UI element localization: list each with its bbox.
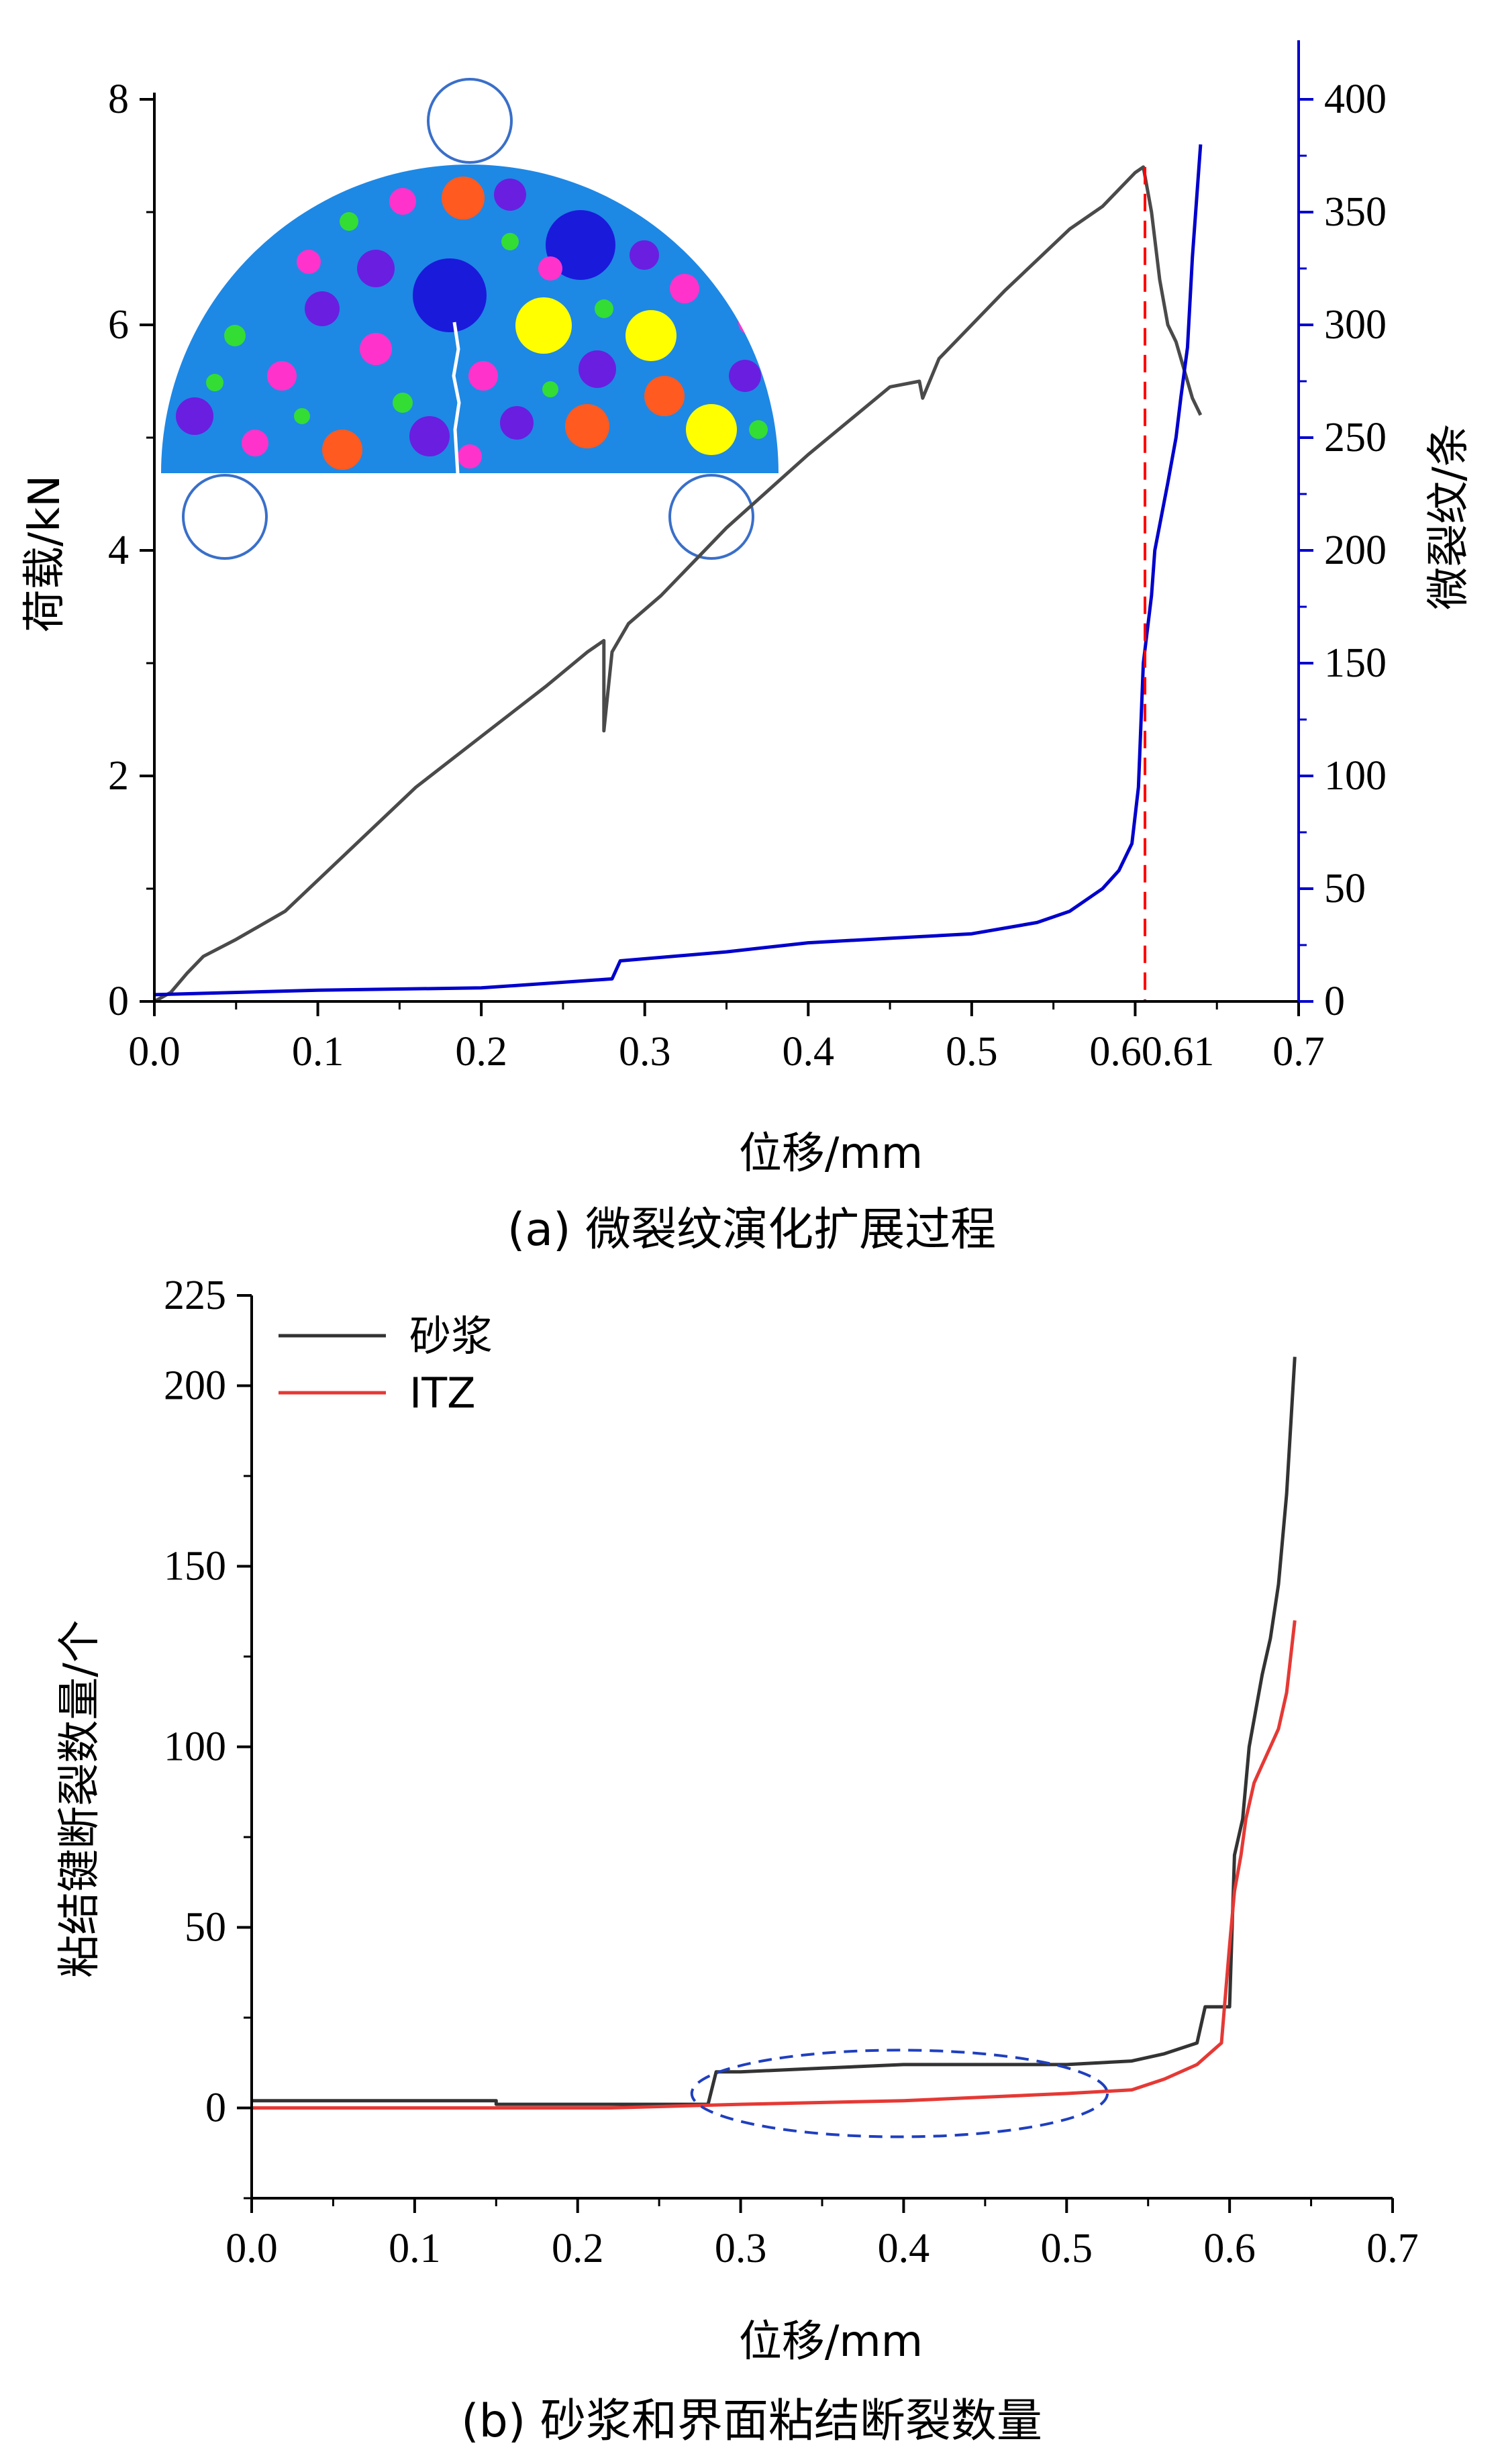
chart-a-x-tick-label: 0.2 — [455, 1029, 507, 1075]
chart-b-x-tick-label: 0.0 — [225, 2226, 278, 2271]
chart-b-caption: (b) 砂浆和界面粘结断裂数量 — [461, 2395, 1042, 2448]
chart-a-y-tick-label: 6 — [108, 302, 129, 348]
chart-b: 0.0 0.1 0.2 0.3 0.4 0.5 0.6 0.7050100150200225 … — [55, 1273, 1419, 2448]
highlight-ellipse — [690, 2049, 1109, 2138]
specimen-inset — [161, 78, 779, 560]
chart-a-y2-tick-label: 100 — [1324, 753, 1387, 799]
chart-a-x-tick-label: 0.60.61 — [1089, 1029, 1214, 1075]
chart-a-x-tick-label: 0.5 — [946, 1029, 998, 1075]
itz-curve — [252, 1620, 1297, 2110]
chart-b-y-tick-label: 0 — [205, 2085, 226, 2131]
chart-a-y2-tick-label: 400 — [1324, 77, 1387, 122]
chart-b-y-tick-label: 100 — [164, 1724, 226, 1770]
legend-label-mortar: 砂浆 — [409, 1312, 493, 1361]
chart-b-x-tick-label: 0.6 — [1203, 2226, 1256, 2271]
load-curve — [153, 165, 1203, 1003]
chart-b-x-tick-label: 0.1 — [389, 2226, 441, 2271]
mortar-curve — [252, 1357, 1297, 2106]
chart-a-y2-tick-label: 250 — [1324, 415, 1387, 460]
chart-a-axes: 0.0 0.1 0.2 0.3 0.4 0.5 0.60.61 0.7 0 2 4 6 8 0 50 100 1… — [108, 40, 1387, 1075]
chart-b-y-tick-label: 200 — [164, 1363, 226, 1409]
microcrack-curve — [154, 144, 1203, 997]
chart-b-x-tick-label: 0.5 — [1041, 2226, 1093, 2271]
chart-b-x-tick-label: 0.3 — [715, 2226, 767, 2271]
chart-a-xlabel: 位移/mm — [739, 1129, 923, 1179]
chart-a-y2-tick-label: 350 — [1324, 189, 1387, 235]
chart-a-x-tick-label: 0.4 — [783, 1029, 835, 1075]
chart-b-y-tick-label: 50 — [185, 1905, 226, 1951]
chart-b-x-tick-label: 0.7 — [1366, 2226, 1419, 2271]
chart-a-series-layer — [153, 144, 1203, 1003]
support-roller-right — [668, 474, 754, 560]
chart-a-y-tick-label: 2 — [108, 753, 129, 799]
chart-a-ylabel: 荷载/kN — [20, 475, 70, 633]
chart-a-x-tick-label: 0.0 — [128, 1029, 181, 1075]
chart-b-y-tick-label: 150 — [164, 1544, 226, 1589]
chart-a-y2-tick-label: 0 — [1324, 979, 1345, 1024]
chart-b-axes: 0.0 0.1 0.2 0.3 0.4 0.5 0.6 0.7 0 50 100 150 200 225 — [164, 1273, 1419, 2271]
chart-a-y2label: 微裂纹/条 — [1424, 424, 1474, 610]
chart-a-x-tick-label: 0.1 — [292, 1029, 344, 1075]
chart-b-legend: 砂浆 ITZ — [279, 1312, 493, 1418]
chart-b-xlabel: 位移/mm — [739, 2317, 923, 2367]
chart-a-y2-tick-label: 200 — [1324, 528, 1387, 573]
chart-a-y-tick-label: 0 — [108, 979, 129, 1024]
support-roller-left — [182, 474, 268, 560]
chart-a-y2-tick-label: 300 — [1324, 302, 1387, 348]
chart-a-x-tick-label: 0.7 — [1272, 1029, 1325, 1075]
chart-a-y2-tick-label: 150 — [1324, 640, 1387, 686]
loading-roller — [427, 78, 513, 164]
chart-a: 0.0 0.1 0.2 0.3 0.4 0.5 0.60.61 0.7 0 2 4 6 8 0 50 100 1… — [20, 40, 1474, 1256]
chart-a-y2-tick-label: 50 — [1324, 866, 1366, 911]
chart-a-x-tick-label: 0.3 — [619, 1029, 671, 1075]
chart-b-y-tick-label: 225 — [164, 1273, 226, 1318]
chart-a-y-tick-label: 8 — [108, 77, 129, 122]
chart-b-x-tick-label: 0.4 — [878, 2226, 930, 2271]
crack-path — [452, 322, 461, 474]
chart-a-y-tick-label: 4 — [108, 528, 129, 573]
chart-b-x-tick-label: 0.2 — [552, 2226, 604, 2271]
chart-b-ylabel: 粘结键断裂数量/个 — [55, 1620, 105, 1978]
legend-label-itz: ITZ — [409, 1369, 476, 1418]
chart-a-caption: (a) 微裂纹演化扩展过程 — [507, 1203, 996, 1256]
chart-b-series-layer — [252, 1357, 1297, 2138]
